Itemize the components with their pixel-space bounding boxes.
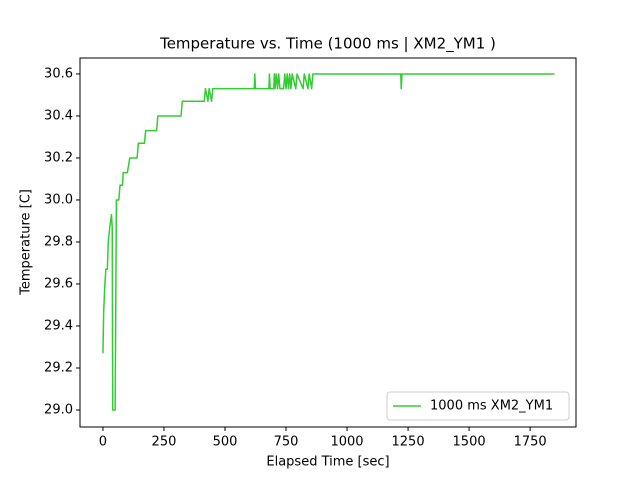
y-tick-label: 30.2 [44, 150, 73, 165]
legend-label: 1000 ms XM2_YM1 [430, 399, 553, 414]
x-axis-label: Elapsed Time [sec] [266, 455, 389, 470]
x-tick-label: 250 [152, 435, 177, 450]
plot-frame [79, 57, 577, 428]
x-tick-label: 500 [213, 435, 238, 450]
x-tick-label: 1500 [453, 435, 486, 450]
y-tick-label: 29.2 [44, 360, 73, 375]
y-tick-label: 30.4 [44, 108, 73, 123]
y-tick-label: 29.6 [44, 276, 73, 291]
x-tick-label: 1250 [392, 435, 425, 450]
y-tick-label: 30.0 [44, 192, 73, 207]
y-tick-label: 29.8 [44, 234, 73, 249]
y-tick-label: 29.4 [44, 318, 73, 333]
legend-box [386, 391, 570, 421]
y-tick-label: 29.0 [44, 402, 73, 417]
x-tick-label: 1750 [514, 435, 547, 450]
data-line [102, 73, 555, 411]
x-tick-label: 0 [99, 435, 107, 450]
y-tick-label: 30.6 [44, 66, 73, 81]
y-axis-label: Temperature [C] [19, 189, 34, 296]
x-tick-label: 1000 [330, 435, 363, 450]
chart-title: Temperature vs. Time (1000 ms | XM2_YM1 … [159, 35, 496, 54]
x-tick-label: 750 [274, 435, 299, 450]
